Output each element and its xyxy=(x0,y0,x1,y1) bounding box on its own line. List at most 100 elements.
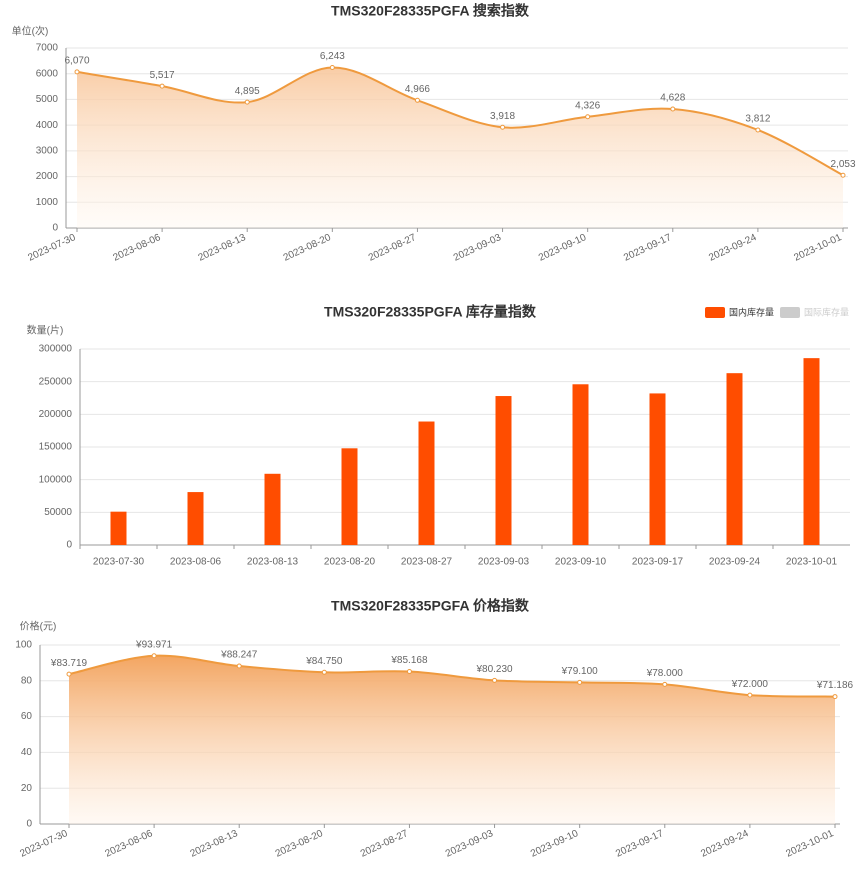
x-tick-label: 2023-08-20 xyxy=(324,557,376,568)
x-tick-label: 2023-08-06 xyxy=(103,828,154,860)
y-tick-label: 40 xyxy=(21,747,33,758)
x-tick-label: 2023-09-03 xyxy=(478,557,530,568)
x-tick-label: 2023-09-03 xyxy=(452,232,503,264)
point xyxy=(406,669,412,675)
point xyxy=(747,692,753,698)
bar xyxy=(187,492,204,545)
point xyxy=(159,83,165,89)
y-tick-label: 2000 xyxy=(36,171,59,182)
point xyxy=(670,106,676,112)
legend-swatch xyxy=(705,307,725,318)
x-tick-label: 2023-09-17 xyxy=(622,232,673,264)
value-label: 4,966 xyxy=(405,84,430,95)
value-label: ¥80.230 xyxy=(475,664,513,675)
chart-title: TMS320F28335PGFA 价格指数 xyxy=(331,598,530,614)
bar xyxy=(495,396,512,545)
y-tick-label: 7000 xyxy=(36,43,59,54)
bar xyxy=(803,358,820,545)
line xyxy=(76,66,844,177)
x-tick-label: 2023-10-01 xyxy=(786,557,838,568)
value-label: ¥78.000 xyxy=(646,668,684,679)
point xyxy=(151,653,157,659)
y-tick-label: 6000 xyxy=(36,68,59,79)
legend-swatch xyxy=(780,307,800,318)
chart-title: TMS320F28335PGFA 库存量指数 xyxy=(324,304,537,320)
value-label: 6,243 xyxy=(320,51,345,62)
x-tick-label: 2023-09-10 xyxy=(555,557,607,568)
x-tick-label: 2023-07-30 xyxy=(26,232,77,264)
point xyxy=(755,127,761,133)
x-tick-label: 2023-09-17 xyxy=(632,557,684,568)
value-label: 3,812 xyxy=(745,114,770,125)
bar xyxy=(341,448,358,545)
y-tick-label: 150000 xyxy=(39,442,73,453)
value-label: ¥83.719 xyxy=(50,658,88,669)
point xyxy=(500,124,506,130)
point xyxy=(832,694,838,700)
x-tick-label: 2023-08-27 xyxy=(367,232,418,264)
x-tick-label: 2023-09-24 xyxy=(707,232,758,264)
y-tick-label: 80 xyxy=(21,675,33,686)
x-tick-label: 2023-08-27 xyxy=(359,828,410,860)
y-tick-label: 0 xyxy=(66,540,72,551)
x-tick-label: 2023-09-24 xyxy=(709,557,761,568)
value-label: ¥93.971 xyxy=(135,639,173,650)
chart-title: TMS320F28335PGFA 搜索指数 xyxy=(331,3,530,19)
y-tick-label: 250000 xyxy=(39,376,73,387)
x-tick-label: 2023-08-27 xyxy=(401,557,453,568)
value-label: ¥85.168 xyxy=(390,655,428,666)
point xyxy=(66,671,72,677)
point xyxy=(585,114,591,120)
x-tick-label: 2023-08-20 xyxy=(274,828,325,860)
value-label: ¥84.750 xyxy=(305,656,343,667)
x-tick-label: 2023-10-01 xyxy=(784,828,835,860)
line xyxy=(68,654,836,698)
y-tick-label: 60 xyxy=(21,711,33,722)
y-tick-label: 4000 xyxy=(36,120,59,131)
bar xyxy=(726,373,743,545)
point xyxy=(662,681,668,687)
value-label: 4,628 xyxy=(660,93,685,104)
y-tick-label: 50000 xyxy=(44,507,72,518)
y-axis-label: 价格(元) xyxy=(20,620,57,633)
point xyxy=(414,97,420,103)
x-tick-label: 2023-07-30 xyxy=(18,828,69,860)
y-tick-label: 100000 xyxy=(39,474,73,485)
y-axis-label: 数量(片) xyxy=(27,324,64,337)
point xyxy=(321,669,327,675)
y-axis-label: 单位(次) xyxy=(12,25,49,38)
y-tick-label: 200000 xyxy=(39,409,73,420)
y-tick-label: 5000 xyxy=(36,94,59,105)
bar xyxy=(649,393,666,545)
x-tick-label: 2023-09-10 xyxy=(537,232,588,264)
y-tick-label: 1000 xyxy=(36,197,59,208)
value-label: 4,326 xyxy=(575,100,600,111)
y-tick-label: 3000 xyxy=(36,145,59,156)
x-tick-label: 2023-09-24 xyxy=(699,828,750,860)
x-tick-label: 2023-08-13 xyxy=(247,557,299,568)
legend-label: 国际库存量 xyxy=(804,306,849,317)
x-tick-label: 2023-08-13 xyxy=(189,828,240,860)
value-label: ¥71.186 xyxy=(816,680,854,691)
point xyxy=(244,99,250,105)
value-label: 2,053 xyxy=(830,159,855,170)
value-label: 3,918 xyxy=(490,111,515,122)
y-tick-label: 100 xyxy=(15,640,32,651)
point xyxy=(577,679,583,685)
x-tick-label: 2023-09-10 xyxy=(529,828,580,860)
area xyxy=(69,655,835,824)
value-label: ¥79.100 xyxy=(561,666,599,677)
value-label: ¥88.247 xyxy=(220,650,258,661)
x-tick-label: 2023-08-06 xyxy=(111,232,162,264)
y-tick-label: 0 xyxy=(26,819,32,830)
bar xyxy=(418,421,435,545)
legend-label: 国内库存量 xyxy=(729,306,774,317)
y-tick-label: 300000 xyxy=(39,344,73,355)
point xyxy=(74,69,80,75)
y-tick-label: 20 xyxy=(21,783,33,794)
bar xyxy=(572,384,589,545)
x-tick-label: 2023-10-01 xyxy=(792,232,843,264)
value-label: 6,070 xyxy=(64,56,89,67)
x-tick-label: 2023-09-17 xyxy=(614,828,665,860)
